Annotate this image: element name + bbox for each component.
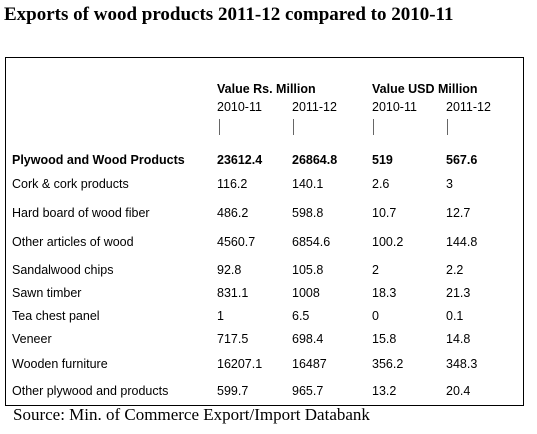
row-value: 100.2 — [372, 235, 404, 249]
row-value: 965.7 — [292, 384, 324, 398]
row-label: Plywood and Wood Products — [12, 153, 185, 167]
row-label: Tea chest panel — [12, 309, 100, 323]
row-value: 698.4 — [292, 332, 324, 346]
row-value: 144.8 — [446, 235, 478, 249]
row-value: 3 — [446, 177, 453, 191]
row-label: Other plywood and products — [12, 384, 169, 398]
header-value-usd: Value USD Million — [372, 82, 478, 96]
row-label: Wooden furniture — [12, 357, 108, 371]
column-tick — [447, 119, 448, 135]
row-value: 18.3 — [372, 286, 397, 300]
row-label: Cork & cork products — [12, 177, 129, 191]
row-value: 20.4 — [446, 384, 471, 398]
row-value: 12.7 — [446, 206, 471, 220]
row-value: 598.8 — [292, 206, 324, 220]
row-value: 831.1 — [217, 286, 249, 300]
row-value: 23612.4 — [217, 153, 263, 167]
row-value: 2.2 — [446, 263, 464, 277]
row-value: 21.3 — [446, 286, 471, 300]
row-value: 1 — [217, 309, 224, 323]
row-value: 10.7 — [372, 206, 397, 220]
data-table-frame: Value Rs. Million Value USD Million 2010… — [5, 57, 524, 406]
row-value: 1008 — [292, 286, 320, 300]
row-value: 717.5 — [217, 332, 249, 346]
row-label: Sawn timber — [12, 286, 82, 300]
row-value: 4560.7 — [217, 235, 256, 249]
row-label: Veneer — [12, 332, 52, 346]
row-value: 0.1 — [446, 309, 464, 323]
row-label: Hard board of wood fiber — [12, 206, 150, 220]
row-value: 486.2 — [217, 206, 249, 220]
row-value: 348.3 — [446, 357, 478, 371]
header-year-rs-2010: 2010-11 — [217, 100, 262, 114]
row-value: 26864.8 — [292, 153, 338, 167]
row-value: 13.2 — [372, 384, 397, 398]
row-value: 14.8 — [446, 332, 471, 346]
header-year-usd-2010: 2010-11 — [372, 100, 417, 114]
row-value: 16207.1 — [217, 357, 263, 371]
header-year-rs-2011: 2011-12 — [292, 100, 337, 114]
source-note: Source: Min. of Commerce Export/Import D… — [13, 405, 370, 424]
row-value: 15.8 — [372, 332, 397, 346]
header-value-rs: Value Rs. Million — [217, 82, 316, 96]
row-value: 105.8 — [292, 263, 324, 277]
row-label: Other articles of wood — [12, 235, 134, 249]
row-value: 356.2 — [372, 357, 404, 371]
row-value: 6.5 — [292, 309, 310, 323]
row-value: 116.2 — [217, 177, 248, 191]
row-value: 567.6 — [446, 153, 478, 167]
row-value: 92.8 — [217, 263, 242, 277]
row-label: Sandalwood chips — [12, 263, 114, 277]
row-value: 2.6 — [372, 177, 390, 191]
column-tick — [219, 119, 220, 135]
row-value: 140.1 — [292, 177, 324, 191]
row-value: 599.7 — [217, 384, 249, 398]
column-tick — [293, 119, 294, 135]
row-value: 0 — [372, 309, 379, 323]
row-value: 16487 — [292, 357, 327, 371]
header-year-usd-2011: 2011-12 — [446, 100, 491, 114]
column-tick — [373, 119, 374, 135]
row-value: 2 — [372, 263, 379, 277]
row-value: 519 — [372, 153, 393, 167]
page-title: Exports of wood products 2011-12 compare… — [4, 4, 454, 25]
row-value: 6854.6 — [292, 235, 331, 249]
